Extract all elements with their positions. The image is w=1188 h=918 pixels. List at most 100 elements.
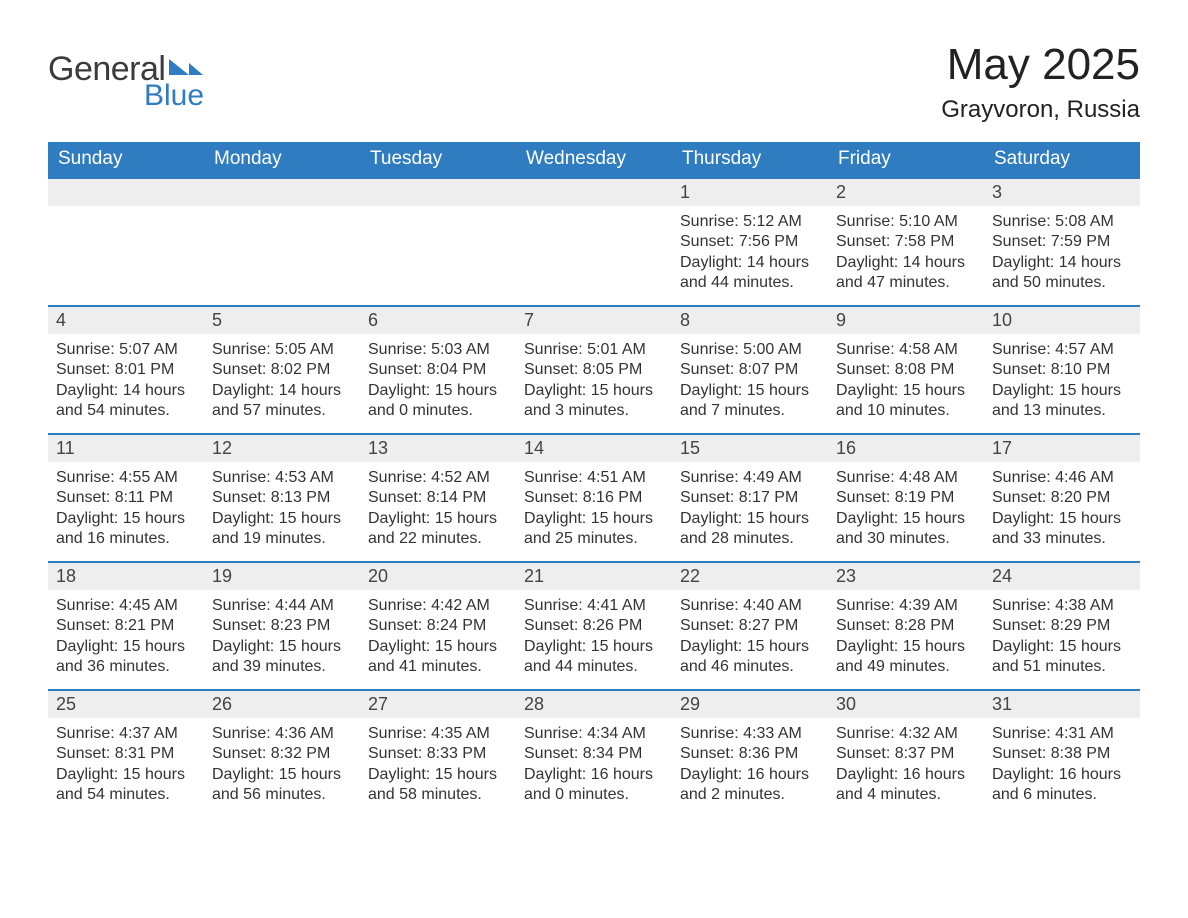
calendar-table: SundayMondayTuesdayWednesdayThursdayFrid… bbox=[48, 142, 1140, 817]
day-number: 23 bbox=[828, 561, 984, 590]
calendar-row: 25Sunrise: 4:37 AMSunset: 8:31 PMDayligh… bbox=[48, 689, 1140, 817]
day-number: 21 bbox=[516, 561, 672, 590]
day-details: Sunrise: 4:57 AMSunset: 8:10 PMDaylight:… bbox=[984, 334, 1140, 426]
calendar-row: 18Sunrise: 4:45 AMSunset: 8:21 PMDayligh… bbox=[48, 561, 1140, 689]
day-number: 27 bbox=[360, 689, 516, 718]
calendar-cell: 25Sunrise: 4:37 AMSunset: 8:31 PMDayligh… bbox=[48, 689, 204, 817]
day-details: Sunrise: 4:41 AMSunset: 8:26 PMDaylight:… bbox=[516, 590, 672, 682]
day-details: Sunrise: 4:44 AMSunset: 8:23 PMDaylight:… bbox=[204, 590, 360, 682]
day-details: Sunrise: 4:58 AMSunset: 8:08 PMDaylight:… bbox=[828, 334, 984, 426]
calendar-cell: 9Sunrise: 4:58 AMSunset: 8:08 PMDaylight… bbox=[828, 305, 984, 433]
calendar-cell: 31Sunrise: 4:31 AMSunset: 8:38 PMDayligh… bbox=[984, 689, 1140, 817]
calendar-cell: 7Sunrise: 5:01 AMSunset: 8:05 PMDaylight… bbox=[516, 305, 672, 433]
day-details: Sunrise: 4:34 AMSunset: 8:34 PMDaylight:… bbox=[516, 718, 672, 810]
calendar-cell: 19Sunrise: 4:44 AMSunset: 8:23 PMDayligh… bbox=[204, 561, 360, 689]
day-details: Sunrise: 4:52 AMSunset: 8:14 PMDaylight:… bbox=[360, 462, 516, 554]
weekday-header: Sunday bbox=[48, 142, 204, 177]
day-number: 9 bbox=[828, 305, 984, 334]
day-number: 28 bbox=[516, 689, 672, 718]
day-number: 14 bbox=[516, 433, 672, 462]
day-details: Sunrise: 4:48 AMSunset: 8:19 PMDaylight:… bbox=[828, 462, 984, 554]
day-details: Sunrise: 4:42 AMSunset: 8:24 PMDaylight:… bbox=[360, 590, 516, 682]
day-number: 26 bbox=[204, 689, 360, 718]
logo-text-blue: Blue bbox=[144, 79, 204, 113]
day-details: Sunrise: 4:49 AMSunset: 8:17 PMDaylight:… bbox=[672, 462, 828, 554]
day-details: Sunrise: 5:08 AMSunset: 7:59 PMDaylight:… bbox=[984, 206, 1140, 298]
calendar-cell: 4Sunrise: 5:07 AMSunset: 8:01 PMDaylight… bbox=[48, 305, 204, 433]
calendar-row: 11Sunrise: 4:55 AMSunset: 8:11 PMDayligh… bbox=[48, 433, 1140, 561]
day-details: Sunrise: 4:55 AMSunset: 8:11 PMDaylight:… bbox=[48, 462, 204, 554]
calendar-cell: 30Sunrise: 4:32 AMSunset: 8:37 PMDayligh… bbox=[828, 689, 984, 817]
day-details: Sunrise: 4:46 AMSunset: 8:20 PMDaylight:… bbox=[984, 462, 1140, 554]
logo: General Blue bbox=[48, 50, 204, 113]
calendar-cell: 3Sunrise: 5:08 AMSunset: 7:59 PMDaylight… bbox=[984, 177, 1140, 305]
day-number: 10 bbox=[984, 305, 1140, 334]
day-number: 7 bbox=[516, 305, 672, 334]
calendar-cell: 22Sunrise: 4:40 AMSunset: 8:27 PMDayligh… bbox=[672, 561, 828, 689]
calendar-cell: 14Sunrise: 4:51 AMSunset: 8:16 PMDayligh… bbox=[516, 433, 672, 561]
day-number: 25 bbox=[48, 689, 204, 718]
calendar-cell: 21Sunrise: 4:41 AMSunset: 8:26 PMDayligh… bbox=[516, 561, 672, 689]
day-details: Sunrise: 4:40 AMSunset: 8:27 PMDaylight:… bbox=[672, 590, 828, 682]
day-number: 11 bbox=[48, 433, 204, 462]
calendar-cell: 24Sunrise: 4:38 AMSunset: 8:29 PMDayligh… bbox=[984, 561, 1140, 689]
calendar-cell: 16Sunrise: 4:48 AMSunset: 8:19 PMDayligh… bbox=[828, 433, 984, 561]
calendar-row: 1Sunrise: 5:12 AMSunset: 7:56 PMDaylight… bbox=[48, 177, 1140, 305]
calendar-cell: 28Sunrise: 4:34 AMSunset: 8:34 PMDayligh… bbox=[516, 689, 672, 817]
calendar-cell bbox=[204, 177, 360, 305]
day-number: 31 bbox=[984, 689, 1140, 718]
calendar-cell: 12Sunrise: 4:53 AMSunset: 8:13 PMDayligh… bbox=[204, 433, 360, 561]
calendar-cell: 6Sunrise: 5:03 AMSunset: 8:04 PMDaylight… bbox=[360, 305, 516, 433]
day-number: 22 bbox=[672, 561, 828, 590]
day-number: 4 bbox=[48, 305, 204, 334]
day-details: Sunrise: 4:33 AMSunset: 8:36 PMDaylight:… bbox=[672, 718, 828, 810]
calendar-cell: 13Sunrise: 4:52 AMSunset: 8:14 PMDayligh… bbox=[360, 433, 516, 561]
day-number: 13 bbox=[360, 433, 516, 462]
title-block: May 2025 Grayvoron, Russia bbox=[941, 40, 1140, 124]
day-details: Sunrise: 5:07 AMSunset: 8:01 PMDaylight:… bbox=[48, 334, 204, 426]
day-number: 20 bbox=[360, 561, 516, 590]
calendar-cell: 29Sunrise: 4:33 AMSunset: 8:36 PMDayligh… bbox=[672, 689, 828, 817]
day-number: 24 bbox=[984, 561, 1140, 590]
calendar-cell: 15Sunrise: 4:49 AMSunset: 8:17 PMDayligh… bbox=[672, 433, 828, 561]
day-number: 3 bbox=[984, 177, 1140, 206]
calendar-cell: 10Sunrise: 4:57 AMSunset: 8:10 PMDayligh… bbox=[984, 305, 1140, 433]
calendar-cell bbox=[516, 177, 672, 305]
day-details: Sunrise: 4:35 AMSunset: 8:33 PMDaylight:… bbox=[360, 718, 516, 810]
day-details: Sunrise: 5:01 AMSunset: 8:05 PMDaylight:… bbox=[516, 334, 672, 426]
day-details: Sunrise: 5:05 AMSunset: 8:02 PMDaylight:… bbox=[204, 334, 360, 426]
weekday-header: Wednesday bbox=[516, 142, 672, 177]
day-number: 6 bbox=[360, 305, 516, 334]
calendar-body: 1Sunrise: 5:12 AMSunset: 7:56 PMDaylight… bbox=[48, 177, 1140, 817]
day-number: 15 bbox=[672, 433, 828, 462]
day-number: 16 bbox=[828, 433, 984, 462]
calendar-cell: 20Sunrise: 4:42 AMSunset: 8:24 PMDayligh… bbox=[360, 561, 516, 689]
day-details: Sunrise: 5:03 AMSunset: 8:04 PMDaylight:… bbox=[360, 334, 516, 426]
calendar-cell: 26Sunrise: 4:36 AMSunset: 8:32 PMDayligh… bbox=[204, 689, 360, 817]
day-details: Sunrise: 4:31 AMSunset: 8:38 PMDaylight:… bbox=[984, 718, 1140, 810]
day-number: 30 bbox=[828, 689, 984, 718]
day-number: 19 bbox=[204, 561, 360, 590]
day-details: Sunrise: 4:51 AMSunset: 8:16 PMDaylight:… bbox=[516, 462, 672, 554]
day-number bbox=[204, 177, 360, 206]
weekday-header: Monday bbox=[204, 142, 360, 177]
day-number: 17 bbox=[984, 433, 1140, 462]
day-details: Sunrise: 4:37 AMSunset: 8:31 PMDaylight:… bbox=[48, 718, 204, 810]
calendar-row: 4Sunrise: 5:07 AMSunset: 8:01 PMDaylight… bbox=[48, 305, 1140, 433]
calendar-cell bbox=[48, 177, 204, 305]
weekday-header: Saturday bbox=[984, 142, 1140, 177]
calendar-cell bbox=[360, 177, 516, 305]
calendar-cell: 1Sunrise: 5:12 AMSunset: 7:56 PMDaylight… bbox=[672, 177, 828, 305]
day-number bbox=[360, 177, 516, 206]
calendar-cell: 2Sunrise: 5:10 AMSunset: 7:58 PMDaylight… bbox=[828, 177, 984, 305]
weekday-header-row: SundayMondayTuesdayWednesdayThursdayFrid… bbox=[48, 142, 1140, 177]
page-header: General Blue May 2025 Grayvoron, Russia bbox=[48, 40, 1140, 124]
weekday-header: Tuesday bbox=[360, 142, 516, 177]
day-number: 2 bbox=[828, 177, 984, 206]
location-label: Grayvoron, Russia bbox=[941, 96, 1140, 124]
day-details: Sunrise: 5:12 AMSunset: 7:56 PMDaylight:… bbox=[672, 206, 828, 298]
day-details: Sunrise: 5:00 AMSunset: 8:07 PMDaylight:… bbox=[672, 334, 828, 426]
calendar-cell: 8Sunrise: 5:00 AMSunset: 8:07 PMDaylight… bbox=[672, 305, 828, 433]
calendar-cell: 18Sunrise: 4:45 AMSunset: 8:21 PMDayligh… bbox=[48, 561, 204, 689]
calendar-cell: 5Sunrise: 5:05 AMSunset: 8:02 PMDaylight… bbox=[204, 305, 360, 433]
